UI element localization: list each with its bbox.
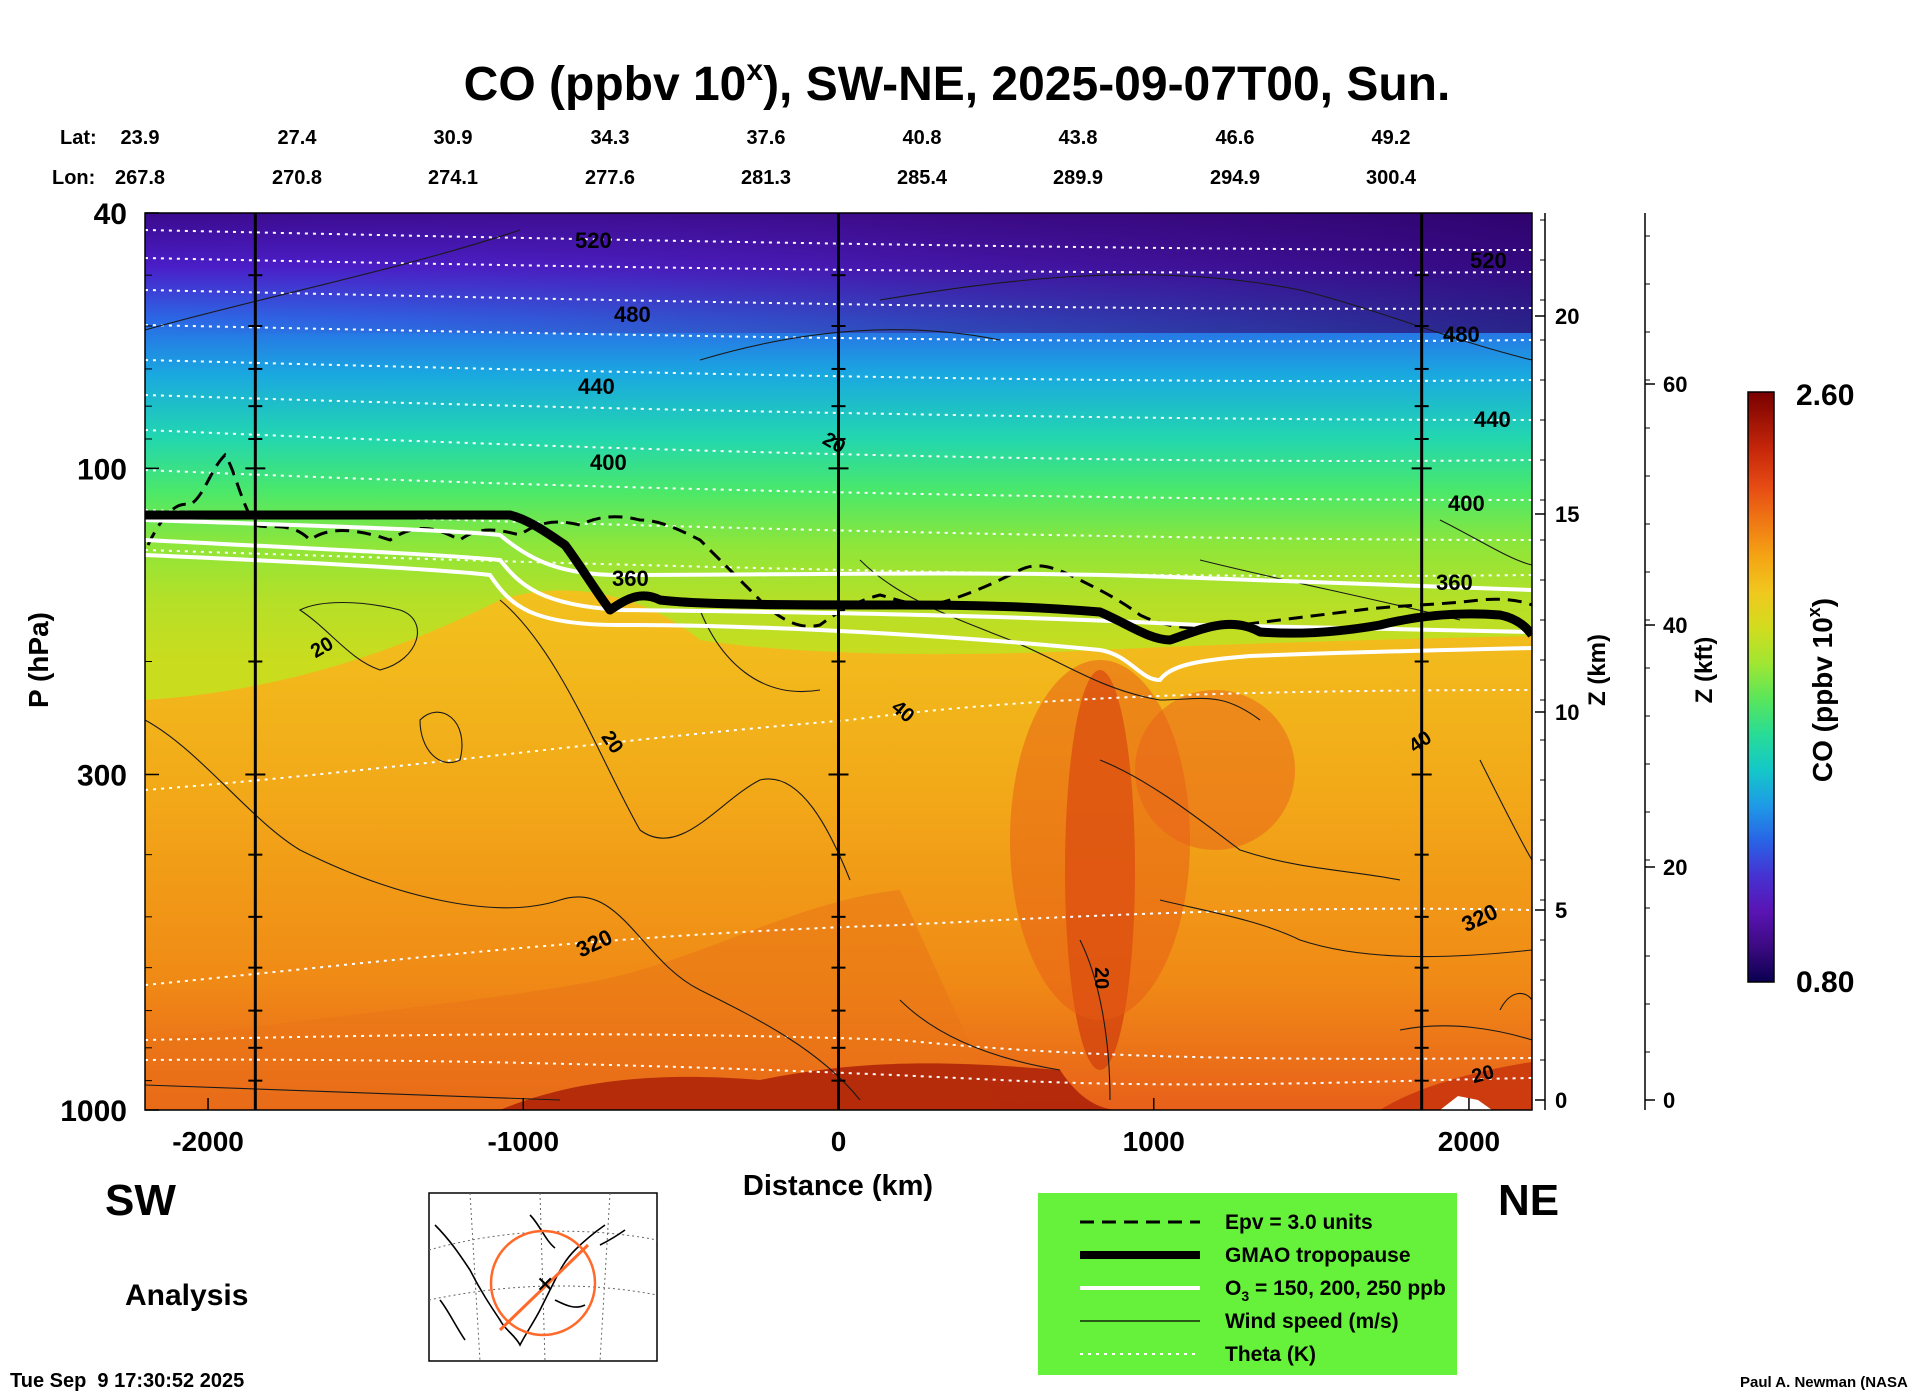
legend-ozone-label: O3 = 150, 200, 250 ppb [1225, 1277, 1446, 1304]
wind-label-20-plume: 20 [1090, 967, 1112, 989]
inset-map-grid [428, 1192, 658, 1362]
z-kft-tick-label: 40 [1663, 613, 1687, 638]
colorbar-min: 0.80 [1796, 966, 1854, 999]
lon-row-label: Lon: [52, 167, 95, 189]
inset-map-section-line [498, 1243, 590, 1332]
lon-value: 285.4 [897, 167, 948, 189]
x-tick-label: 1000 [1123, 1126, 1185, 1157]
theta-label-360-east: 360 [1436, 570, 1473, 595]
chart-title: CO (ppbv 10x), SW-NE, 2025-09-07T00, Sun… [464, 54, 1451, 111]
y-tick-label: 100 [77, 453, 127, 486]
theta-label-440-east: 440 [1474, 407, 1511, 432]
theta-label-360: 360 [612, 566, 649, 591]
x-axis-label: Distance (km) [743, 1170, 933, 1202]
title-main: CO (ppbv 10 [464, 58, 747, 111]
lat-value: 40.8 [903, 127, 942, 149]
legend-theta-label: Theta (K) [1225, 1343, 1316, 1366]
colorbar-fill [1747, 391, 1775, 983]
theta-label-520: 520 [575, 228, 612, 253]
ne-label: NE [1498, 1176, 1559, 1225]
legend-tropopause-label: GMAO tropopause [1225, 1244, 1411, 1267]
lon-value: 281.3 [741, 167, 791, 189]
co-surface-max-east [1380, 1062, 1532, 1110]
section-marker-lines [245, 213, 1432, 1110]
theta-label-400: 400 [590, 450, 627, 475]
lat-value: 34.3 [591, 127, 630, 149]
z-kft-label: Z (kft) [1691, 637, 1718, 704]
lat-value: 43.8 [1059, 127, 1098, 149]
co-surface-gap [1440, 1096, 1492, 1110]
z-km-label: Z (km) [1584, 634, 1611, 706]
gmao-tropopause [145, 510, 1532, 645]
lon-value: 267.8 [115, 167, 165, 189]
lat-value: 27.4 [278, 127, 318, 149]
inset-map-frame [428, 1192, 658, 1362]
z-km-axis: 0 5 10 15 20 [1535, 213, 1579, 1113]
inset-map: ✕ [428, 1192, 658, 1362]
z-km-tick-label: 0 [1555, 1088, 1567, 1113]
lat-value: 30.9 [434, 127, 473, 149]
co-surface-max [500, 1063, 1120, 1110]
y-axis-label: P (hPa) [23, 612, 54, 708]
analysis-label: Analysis [125, 1279, 248, 1312]
ozone-250-contour [145, 518, 1532, 592]
colorbar-label: CO (ppbv 10x) [1804, 598, 1838, 782]
lon-value: 277.6 [585, 167, 635, 189]
title-rest: ), SW-NE, 2025-09-07T00, Sun. [763, 58, 1450, 111]
lon-values: 267.8 270.8 274.1 277.6 281.3 285.4 289.9 294.9… [115, 167, 1417, 189]
lat-value: 37.6 [747, 127, 786, 149]
x-tick-label: -1000 [487, 1126, 559, 1157]
y-tick-label: 1000 [60, 1095, 127, 1128]
co-plume-east [1135, 690, 1295, 850]
footer-credit: Paul A. Newman (NASA [1740, 1374, 1908, 1391]
theta-label-400-east: 400 [1448, 491, 1485, 516]
z-kft-tick-label: 0 [1663, 1088, 1675, 1113]
y-tick-label: 300 [77, 759, 127, 792]
x-tick-label: 2000 [1438, 1126, 1500, 1157]
lon-value: 289.9 [1053, 167, 1103, 189]
footer-timestamp: Tue Sep 9 17:30:52 2025 [10, 1370, 244, 1392]
ozone-150-contour [145, 553, 1532, 683]
z-kft-tick-label: 60 [1663, 372, 1687, 397]
theta-label-480-east: 480 [1443, 322, 1480, 347]
theta-label-480: 480 [614, 302, 651, 327]
inset-map-range-circle [489, 1229, 597, 1337]
y-tick-label: 40 [94, 198, 127, 231]
x-tick-label: -2000 [172, 1126, 244, 1157]
lat-value: 46.6 [1216, 127, 1255, 149]
y-axis: 40 100 300 1000 [60, 198, 159, 1128]
lat-values: 23.9 27.4 30.9 34.3 37.6 40.8 43.8 46.6 49.2 [121, 127, 1411, 149]
title-superscript: x [746, 54, 763, 87]
inset-map-center-marker: ✕ [536, 1272, 554, 1297]
x-axis: -2000 -1000 0 1000 2000 [172, 1098, 1500, 1157]
lat-row-label: Lat: [60, 127, 97, 149]
lon-value: 270.8 [272, 167, 322, 189]
z-km-tick-label: 15 [1555, 502, 1579, 527]
wind-speed-contours [145, 229, 1532, 1101]
x-tick-label: 0 [831, 1126, 847, 1157]
z-kft-tick-label: 20 [1663, 855, 1687, 880]
lat-value: 23.9 [121, 127, 160, 149]
colorbar: 2.60 0.80 CO (ppbv 10x) [1747, 379, 1854, 999]
z-km-tick-label: 10 [1555, 700, 1579, 725]
z-km-tick-label: 5 [1555, 898, 1567, 923]
legend-epv-label: Epv = 3.0 units [1225, 1211, 1373, 1234]
lon-value: 294.9 [1210, 167, 1260, 189]
legend: Epv = 3.0 units GMAO tropopause O3 = 150… [1038, 1193, 1457, 1375]
theta-contours [145, 229, 1532, 1086]
sw-label: SW [105, 1176, 176, 1225]
z-kft-axis: 0 20 40 60 [1644, 213, 1687, 1113]
co-field-enhanced-west [145, 890, 1000, 1110]
legend-wind-label: Wind speed (m/s) [1225, 1310, 1399, 1333]
plot-area: 520 520 480 480 440 440 400 400 360 360 … [145, 213, 1532, 1110]
lon-value: 300.4 [1366, 167, 1417, 189]
colorbar-max: 2.60 [1796, 379, 1854, 412]
lat-value: 49.2 [1372, 127, 1411, 149]
theta-label-520-east: 520 [1470, 248, 1507, 273]
z-km-tick-label: 20 [1555, 304, 1579, 329]
lon-value: 274.1 [428, 167, 478, 189]
theta-label-440: 440 [578, 374, 615, 399]
